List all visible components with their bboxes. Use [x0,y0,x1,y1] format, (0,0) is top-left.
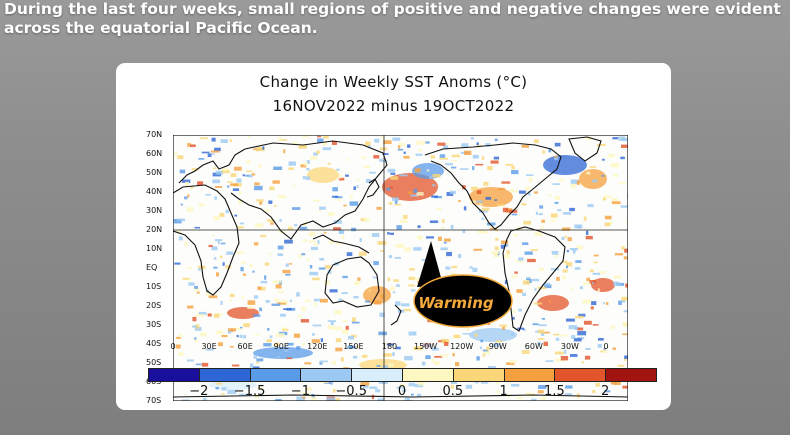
latitude-label: 20S [146,301,162,310]
longitude-label: 150W [413,342,438,351]
colorbar-segment [554,368,607,382]
latitude-label: 10S [146,282,162,291]
asia-outline [230,140,388,240]
warming-annotation: Warming [418,294,494,312]
new-zealand-outline [390,304,402,326]
colorbar-tick-label: −1 [290,384,310,399]
colorbar-tick-label: −2 [189,384,209,399]
colorbar-segment [503,368,556,382]
colorbar-tick-label: 1 [499,384,508,399]
latitude-label: 50S [146,358,162,367]
latitude-label: 10N [146,244,163,253]
longitude-label: 60E [237,342,253,351]
colorbar-segment [300,368,353,382]
colorbar-segment [249,368,302,382]
latitude-label: 60N [146,149,163,158]
north-america-outline [424,142,562,230]
latitude-label: 50N [146,168,163,177]
longitude-label: 30W [560,342,579,351]
japan-outline [366,178,380,198]
longitude-label: 90W [488,342,507,351]
indonesia-outline [312,234,370,254]
latitude-label: 40S [146,339,162,348]
colorbar-segment [605,368,657,382]
colorbar-segment [198,368,251,382]
longitude-label: 0 [170,342,176,351]
colorbar [148,368,657,382]
latitude-label: 70N [146,130,163,139]
colorbar-tick-label: 2 [601,384,610,399]
longitude-label: 180 [381,342,398,351]
headline-line-1: During the last four weeks, small region… [4,0,781,18]
colorbar-segment [351,368,403,382]
sst-change-field [173,135,628,401]
continent-outlines [173,136,628,398]
latitude-label: 70S [146,396,162,405]
latitude-label: 30N [146,206,163,215]
colorbar-tick-label: 0 [397,384,407,399]
longitude-label: 30E [201,342,217,351]
latitude-label: 20N [146,225,163,234]
colorbar-segment [148,368,200,382]
longitude-label: 60W [524,342,543,351]
longitude-label: 90E [273,342,289,351]
figure-card: Change in Weekly SST Anoms (°C) 16NOV202… [116,63,671,410]
antarctica-outline [173,394,628,398]
warming-callout [413,241,513,328]
colorbar-tick-label: 0.5 [442,384,464,399]
longitude-label: 150E [343,342,364,351]
longitude-label: 120E [307,342,328,351]
sst-anomaly-map [173,135,628,401]
africa-outline [173,184,240,296]
south-america-outline [502,226,566,332]
headline: During the last four weeks, small region… [4,0,784,38]
colorbar-segment [402,368,454,382]
longitude-label: 120W [450,342,474,351]
latitude-label: 40N [146,187,163,196]
longitude-label: 0 [603,342,609,351]
europe-outline [178,148,246,184]
latitude-label: EQ [146,263,158,272]
latitude-label: 30S [146,320,162,329]
australia-outline [324,256,380,308]
colorbar-tick-label: −0.5 [335,384,367,399]
colorbar-tick-label: −1.5 [233,384,266,399]
figure-title: Change in Weekly SST Anoms (°C) [259,73,528,91]
headline-line-2: across the equatorial Pacific Ocean. [4,19,318,37]
colorbar-segment [452,368,505,382]
greenland-outline [568,136,602,162]
figure-subtitle: 16NOV2022 minus 19OCT2022 [272,97,515,115]
colorbar-tick-label: 1.5 [544,384,565,399]
